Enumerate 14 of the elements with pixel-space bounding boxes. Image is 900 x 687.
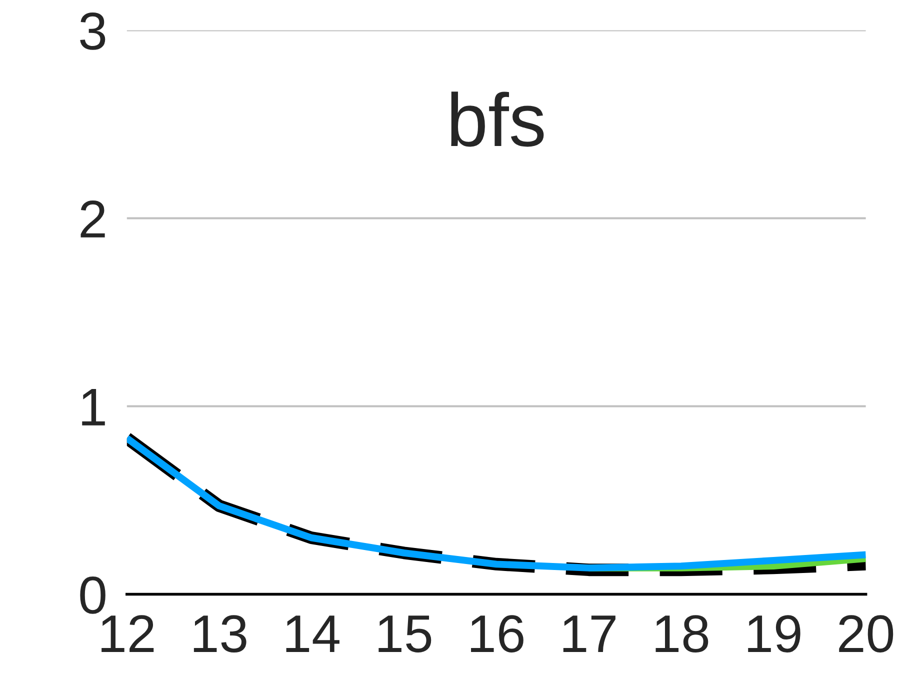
y-tick-label: 3 [80,12,106,50]
x-tick-label: 20 [839,615,894,652]
x-tick-label: 16 [471,615,524,652]
x-tick-label: 17 [563,616,616,652]
y-tick-label: 1 [82,389,105,426]
x-tick-label: 19 [748,615,800,652]
x-tick-label: 12 [102,615,154,652]
y-tick-label: 2 [80,200,105,238]
y-tick-label: 0 [80,576,106,614]
text: bfs [451,92,544,147]
x-tick-label: 15 [378,616,432,652]
x-tick-label: 18 [656,615,708,652]
x-tick-label: 14 [286,616,340,652]
x-tick-label: 13 [194,615,246,652]
